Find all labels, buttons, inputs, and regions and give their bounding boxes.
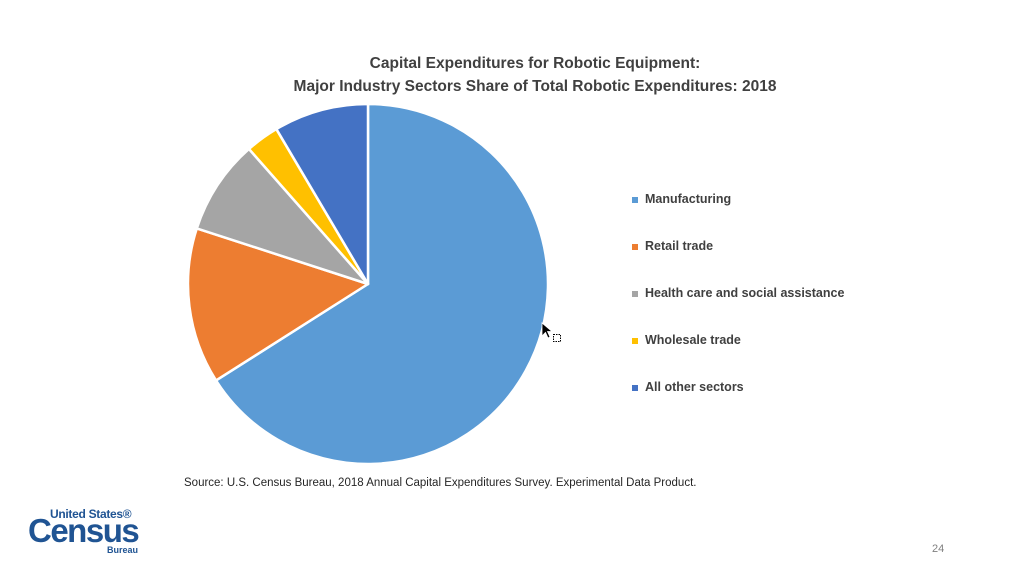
pie-slice-manufacturing bbox=[214, 102, 550, 466]
legend-swatch bbox=[632, 197, 638, 203]
pie-slice-health-care-and-social-assistance bbox=[195, 147, 370, 286]
source-note: Source: U.S. Census Bureau, 2018 Annual … bbox=[184, 477, 697, 489]
chart-legend: Manufacturing Retail trade Health care and… bbox=[632, 192, 844, 427]
legend-label: Health care and social assistance bbox=[645, 286, 845, 300]
census-bureau-logo: United States® Census Bureau bbox=[28, 507, 158, 557]
chart-title: Capital Expenditures for Robotic Equipme… bbox=[369, 55, 701, 72]
logo-united-states: United States® bbox=[50, 507, 132, 521]
chart-title-block: Capital Expenditures for Robotic Equipme… bbox=[0, 52, 1024, 98]
pie-slice-retail-trade bbox=[186, 227, 370, 382]
legend-item: Wholesale trade bbox=[632, 333, 844, 380]
chart-subtitle: Major Industry Sectors Share of Total Ro… bbox=[293, 78, 777, 95]
legend-item: All other sectors bbox=[632, 380, 844, 427]
legend-swatch bbox=[632, 338, 638, 344]
logo-census: Census bbox=[28, 512, 140, 549]
logo-bureau: Bureau bbox=[107, 545, 139, 555]
legend-label: All other sectors bbox=[645, 380, 744, 394]
legend-label: Wholesale trade bbox=[645, 333, 741, 347]
legend-label: Manufacturing bbox=[645, 192, 732, 206]
legend-item: Health care and social assistance bbox=[632, 286, 844, 333]
legend-swatch bbox=[632, 244, 638, 250]
legend-item: Retail trade bbox=[632, 239, 844, 286]
legend-swatch bbox=[632, 291, 638, 297]
legend-label: Retail trade bbox=[645, 239, 714, 253]
pointer-with-selection-icon bbox=[541, 322, 561, 342]
legend-swatch bbox=[632, 385, 638, 391]
pie-slice-all-other-sectors bbox=[275, 102, 370, 286]
legend-item: Manufacturing bbox=[632, 192, 844, 239]
page-number: 24 bbox=[932, 543, 945, 555]
